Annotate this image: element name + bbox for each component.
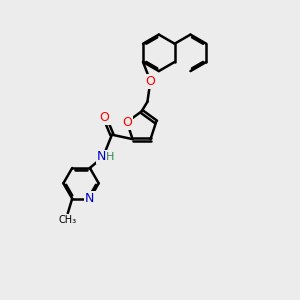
Text: H: H — [106, 152, 115, 162]
Text: O: O — [122, 116, 132, 128]
Text: CH₃: CH₃ — [59, 215, 77, 225]
Text: N: N — [85, 192, 94, 205]
Text: N: N — [97, 150, 106, 163]
Text: O: O — [146, 75, 155, 88]
Text: O: O — [100, 110, 110, 124]
